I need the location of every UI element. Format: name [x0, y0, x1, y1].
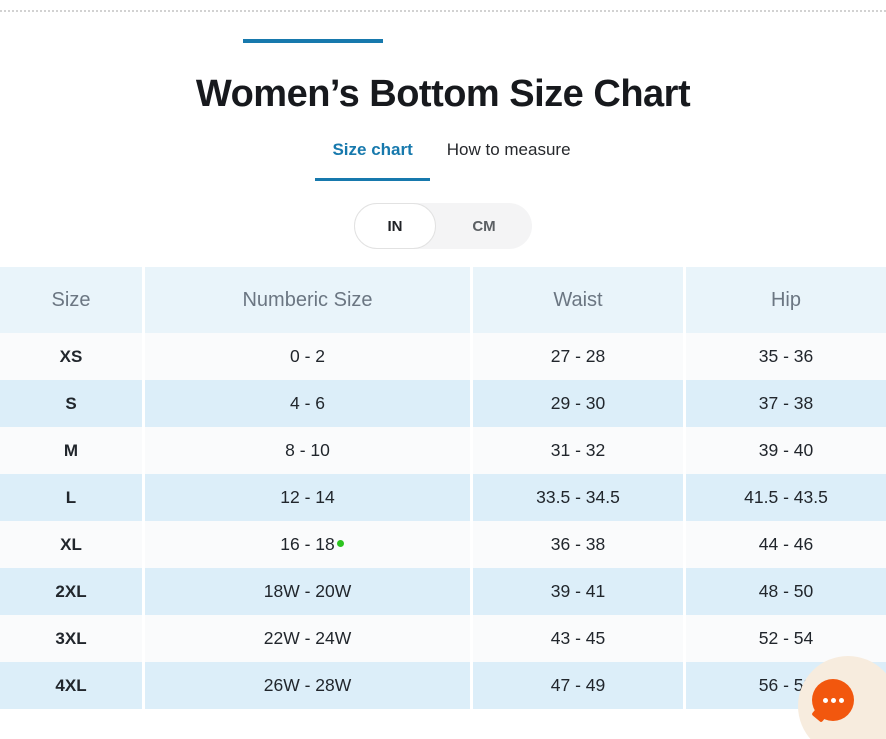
title-accent-line	[243, 39, 383, 43]
table-row-m: M 8 - 10 31 - 32 39 - 40	[0, 427, 886, 474]
cell-numeric-size: 12 - 14	[145, 474, 473, 521]
cell-waist: 27 - 28	[473, 333, 686, 380]
cell-waist: 33.5 - 34.5	[473, 474, 686, 521]
cell-size: 3XL	[0, 615, 145, 662]
column-header-waist: Waist	[473, 267, 686, 333]
page-title: Women’s Bottom Size Chart	[195, 73, 691, 116]
unit-toggle: IN CM	[354, 203, 532, 249]
ellipsis-dot	[822, 697, 828, 703]
cell-hip: 48 - 50	[686, 568, 886, 615]
column-header-size: Size	[0, 267, 145, 333]
cell-numeric-size: 4 - 6	[145, 380, 473, 427]
cell-size: XL	[0, 521, 145, 568]
cell-hip: 41.5 - 43.5	[686, 474, 886, 521]
cell-hip: 52 - 54	[686, 615, 886, 662]
chat-launcher-button[interactable]	[811, 679, 854, 723]
tab-how-to-measure[interactable]: How to measure	[446, 140, 571, 159]
cell-hip: 35 - 36	[686, 333, 886, 380]
cell-size: XS	[0, 333, 145, 380]
column-header-hip: Hip	[686, 267, 886, 333]
tab-size-chart[interactable]: Size chart	[315, 139, 430, 181]
cell-size: S	[0, 380, 145, 427]
ellipsis-dot	[838, 697, 844, 703]
chat-bubble-icon	[812, 679, 854, 721]
cell-numeric-size: 22W - 24W	[145, 615, 473, 662]
cell-waist: 29 - 30	[473, 380, 686, 427]
cell-size: L	[0, 474, 145, 521]
cell-waist: 36 - 38	[473, 521, 686, 568]
table-row-4xl: 4XL 26W - 28W 47 - 49 56 - 58	[0, 662, 886, 709]
cell-numeric-size: 18W - 20W	[145, 568, 473, 615]
unit-toggle-wrap: IN CM	[0, 203, 886, 249]
cell-size: M	[0, 427, 145, 474]
table-row-3xl: 3XL 22W - 24W 43 - 45 52 - 54	[0, 615, 886, 662]
size-chart-table: Size Numberic Size Waist Hip XS 0 - 2 27…	[0, 267, 886, 709]
cell-size: 2XL	[0, 568, 145, 615]
cell-numeric-size: 0 - 2	[145, 333, 473, 380]
table-header: Size Numberic Size Waist Hip	[0, 267, 886, 333]
cell-size: 4XL	[0, 662, 145, 709]
cell-hip: 44 - 46	[686, 521, 886, 568]
tab-bar: Size chart How to measure	[0, 139, 886, 181]
table-row-xs: XS 0 - 2 27 - 28 35 - 36	[0, 333, 886, 380]
cell-hip: 39 - 40	[686, 427, 886, 474]
table-row-2xl: 2XL 18W - 20W 39 - 41 48 - 50	[0, 568, 886, 615]
cell-waist: 43 - 45	[473, 615, 686, 662]
cell-hip: 37 - 38	[686, 380, 886, 427]
ellipsis-dot	[830, 697, 836, 703]
cell-waist: 31 - 32	[473, 427, 686, 474]
unit-option-cm[interactable]: CM	[472, 217, 496, 235]
cell-numeric-size: 26W - 28W	[145, 662, 473, 709]
cell-numeric-size: 16 - 18	[145, 521, 473, 568]
cell-numeric-size: 8 - 10	[145, 427, 473, 474]
top-dotted-divider	[0, 10, 886, 12]
table-row-s: S 4 - 6 29 - 30 37 - 38	[0, 380, 886, 427]
cell-waist: 39 - 41	[473, 568, 686, 615]
header-row: Size Numberic Size Waist Hip	[0, 267, 886, 333]
table-body: XS 0 - 2 27 - 28 35 - 36 S 4 - 6 29 - 30…	[0, 333, 886, 709]
table-row-xl: XL 16 - 18 36 - 38 44 - 46	[0, 521, 886, 568]
table-row-l: L 12 - 14 33.5 - 34.5 41.5 - 43.5	[0, 474, 886, 521]
cell-waist: 47 - 49	[473, 662, 686, 709]
unit-option-in[interactable]: IN	[354, 203, 436, 249]
click-marker-dot	[337, 540, 344, 547]
column-header-numeric-size: Numberic Size	[145, 267, 473, 333]
